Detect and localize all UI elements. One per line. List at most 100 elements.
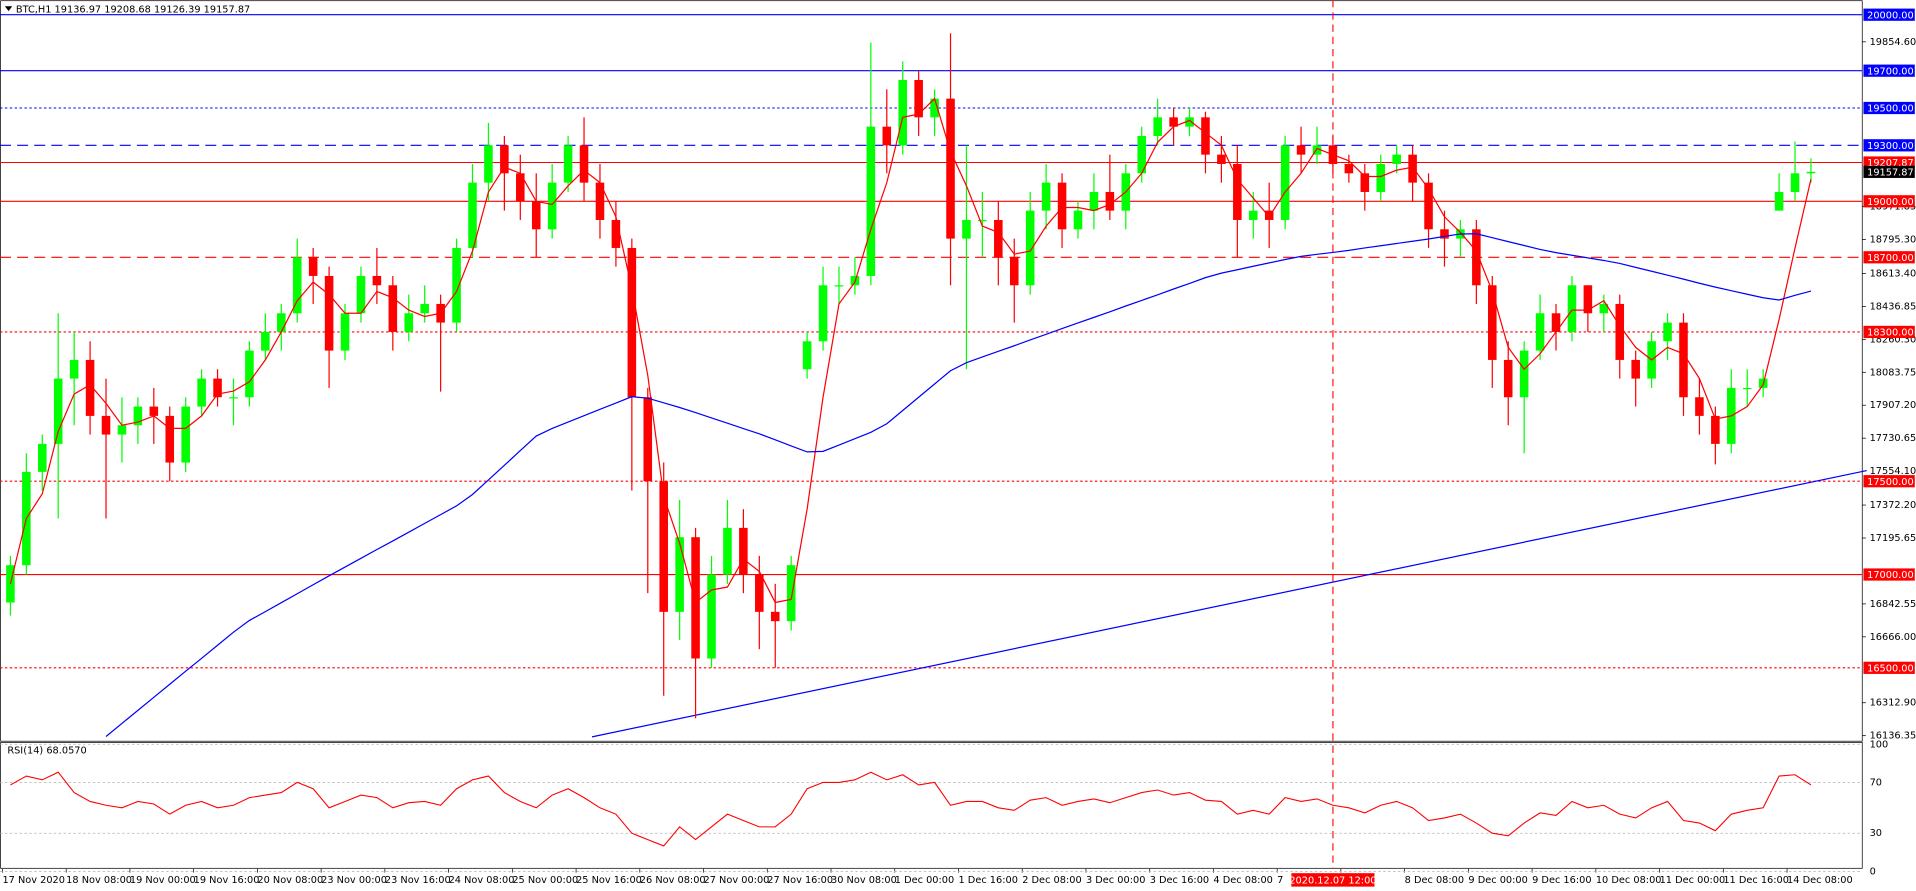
x-tick-label: 1 Dec 16:00 — [958, 875, 1017, 886]
candle-body — [1392, 154, 1401, 164]
level-label: 18700.00 — [1867, 253, 1914, 264]
candle-body — [1408, 154, 1417, 183]
candle-body — [1105, 191, 1115, 211]
candle-body — [1153, 117, 1162, 136]
y-tick-label: 16136.35 — [1870, 731, 1916, 742]
x-tick-label: 4 Dec 08:00 — [1213, 875, 1272, 886]
candle-body — [1376, 163, 1386, 192]
candle-body — [292, 257, 302, 314]
level-label-bg — [1863, 101, 1915, 115]
candle-body — [324, 275, 334, 351]
level-label-bg — [1863, 325, 1915, 339]
candle-body — [181, 406, 190, 463]
y-tick-label: 100 — [1870, 739, 1889, 750]
crosshair-label: 2020.12.07 12:00 — [1289, 876, 1376, 887]
y-tick-label: 17195.65 — [1870, 533, 1916, 544]
x-tick-label: 27 Nov 00:00 — [704, 875, 770, 886]
candle-body — [213, 378, 222, 398]
candle-body — [1535, 313, 1545, 351]
candle-body — [802, 341, 812, 370]
menu-arrow[interactable] — [4, 6, 13, 12]
level-label: 19700.00 — [1867, 66, 1914, 77]
y-tick-label: 17730.65 — [1870, 433, 1916, 444]
level-label: 17000.00 — [1867, 570, 1914, 581]
candle-body — [1774, 191, 1784, 211]
x-tick-label: 11 Dec 16:00 — [1723, 875, 1789, 886]
x-tick-label: 14 Dec 08:00 — [1787, 875, 1853, 886]
candle-body — [356, 275, 366, 314]
candle-body — [1312, 145, 1322, 155]
candle-body — [1695, 397, 1704, 416]
x-tick-label: 9 Dec 00:00 — [1468, 875, 1527, 886]
candle-body — [277, 313, 286, 332]
x-tick-label: 19 Nov 16:00 — [194, 875, 260, 886]
candle-body — [834, 285, 844, 287]
candle-body — [1519, 350, 1529, 398]
candle-body — [1264, 210, 1274, 220]
y-tick-label: 18613.40 — [1870, 268, 1916, 279]
crosshair-label-bg — [1291, 873, 1375, 887]
candle-body — [1041, 182, 1051, 211]
x-tick-label: 17 Nov 2020 — [2, 875, 65, 886]
level-label: 19157.87 — [1867, 167, 1914, 178]
y-tick-label: 17554.10 — [1870, 466, 1916, 477]
candle-body — [1025, 210, 1035, 286]
y-tick-label: 18083.75 — [1870, 367, 1916, 378]
candle-body — [739, 527, 748, 575]
candle-body — [978, 219, 987, 222]
candle-body — [468, 182, 477, 248]
rsi-line — [10, 771, 1812, 847]
candle-body — [1057, 182, 1067, 230]
candle-body — [484, 145, 493, 183]
candle-body — [1503, 359, 1513, 398]
candle-body — [229, 397, 238, 399]
candle-body — [1009, 257, 1019, 286]
level-label-bg — [1863, 8, 1915, 21]
level-label: 17500.00 — [1867, 477, 1914, 488]
level-label-bg — [1863, 139, 1915, 152]
x-tick-label: 9 Dec 16:00 — [1532, 875, 1591, 886]
candle-body — [1360, 173, 1370, 192]
x-tick-label: 27 Nov 16:00 — [767, 875, 833, 886]
moving-average — [9, 97, 1812, 604]
x-tick-label: 24 Nov 08:00 — [449, 875, 515, 886]
candle-body — [818, 285, 828, 342]
candle-body — [1599, 303, 1609, 314]
y-tick-label: 30 — [1870, 828, 1882, 839]
candle-body — [1488, 285, 1497, 360]
candle-body — [85, 359, 95, 416]
candle-body — [1440, 229, 1449, 239]
level-label-bg — [1863, 251, 1915, 264]
trendline — [591, 469, 1867, 738]
candle-body — [1631, 359, 1640, 379]
x-tick-label: 3 Dec 00:00 — [1086, 875, 1145, 886]
chart-title: BTC,H1 19136.97 19208.68 19126.39 19157.… — [16, 4, 250, 15]
candle-body — [1806, 171, 1816, 174]
y-tick-label: 0 — [1870, 866, 1876, 877]
candle-body — [707, 574, 716, 659]
candle-body — [691, 537, 700, 659]
candle-body — [723, 527, 732, 575]
candle-body — [866, 126, 876, 276]
level-label-bg — [1863, 64, 1915, 77]
candle-body — [1551, 313, 1561, 332]
candle-body — [101, 415, 111, 435]
candle-body — [1567, 285, 1577, 332]
y-tick-label: 17372.20 — [1870, 500, 1916, 511]
candle-body — [1233, 163, 1242, 220]
level-label: 19000.00 — [1867, 197, 1914, 208]
x-tick-label: 25 Nov 16:00 — [576, 875, 642, 886]
y-tick-label: 19854.60 — [1870, 37, 1916, 48]
y-tick-label: 18260.30 — [1870, 334, 1916, 345]
x-tick-label: 30 Nov 08:00 — [831, 875, 897, 886]
candle-body — [1280, 145, 1290, 220]
x-tick-label: 7 — [1277, 875, 1283, 886]
candle-body — [1296, 145, 1306, 155]
candle-body — [898, 80, 907, 146]
candle-body — [340, 313, 350, 351]
candle-body — [404, 313, 414, 332]
x-tick-label: 3 Dec 16:00 — [1150, 875, 1209, 886]
moving-average — [105, 233, 1812, 737]
candle-body — [1248, 210, 1258, 220]
